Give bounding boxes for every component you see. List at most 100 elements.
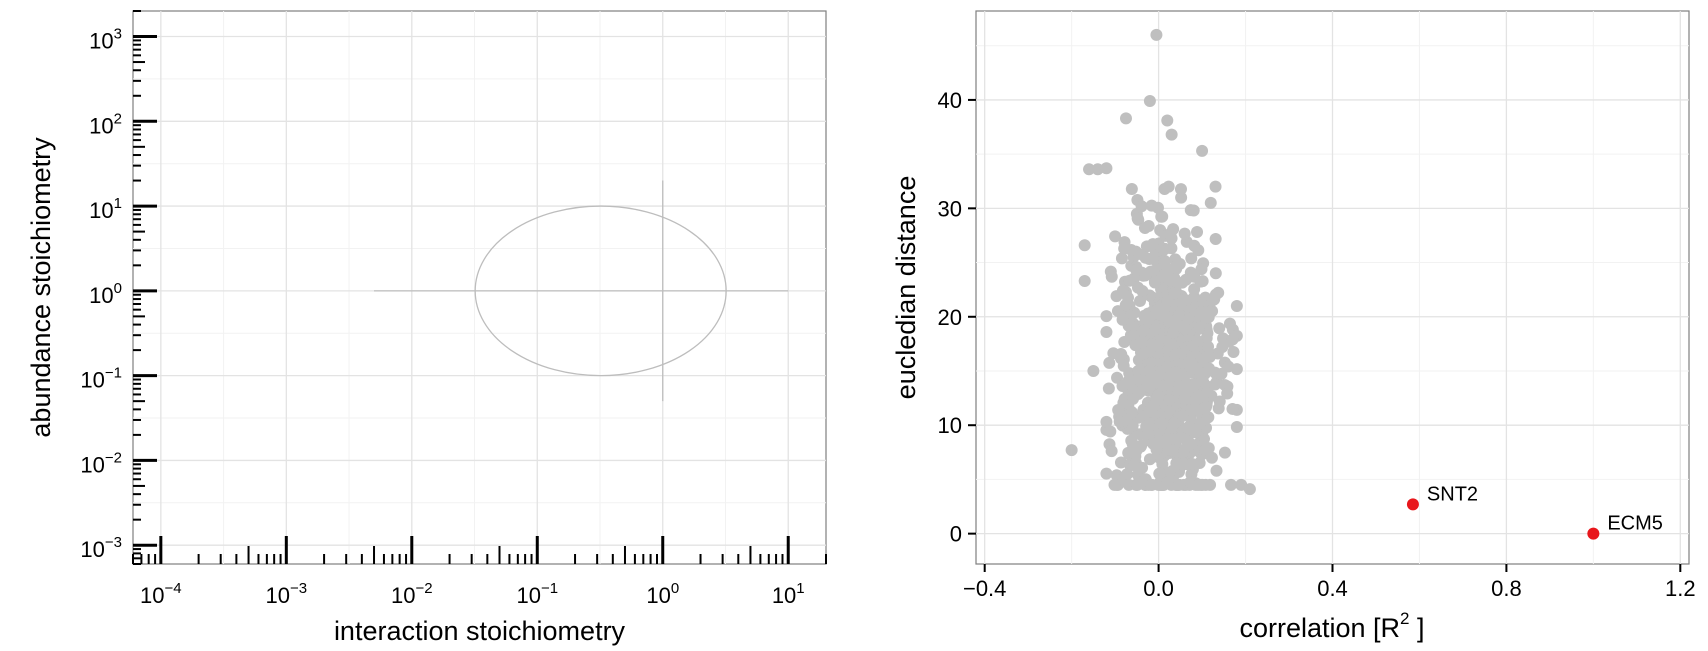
right-x-axis-label-end: ] [1410, 613, 1425, 643]
tick-label-base: 10 [89, 29, 113, 54]
right-data-point [1187, 204, 1200, 217]
right-data-point [1162, 180, 1175, 193]
right-data-point [1190, 362, 1203, 375]
right-data-point [1185, 457, 1198, 470]
tick-label-exponent: 1 [796, 580, 804, 597]
right-data-point [1131, 478, 1144, 491]
right-data-point [1136, 461, 1149, 474]
right-data-point [1126, 419, 1139, 432]
right-data-point [1083, 163, 1096, 176]
right-x-tick-labels: −0.4 0.0 0.4 0.8 1.2 [963, 564, 1696, 601]
left-gridlines [133, 11, 826, 564]
left-y-tick-label: 103 [89, 26, 122, 54]
tick-label-base: 10 [646, 583, 670, 608]
right-point-label: ECM5 [1607, 513, 1663, 535]
tick-label-base: 10 [140, 583, 164, 608]
left-plot-area [132, 10, 827, 565]
tick-label-base: 10 [89, 198, 113, 223]
tick-label-exponent: −1 [105, 365, 122, 382]
right-data-point [1209, 233, 1222, 246]
right-data-point [1161, 476, 1174, 489]
right-data-point [1226, 333, 1239, 346]
right-data-point [1121, 468, 1134, 481]
right-data-point [1235, 478, 1248, 491]
right-data-point [1193, 321, 1206, 334]
left-ellipse [474, 205, 727, 377]
right-data-point [1187, 268, 1200, 281]
right-x-tick-label: 1.2 [1665, 576, 1696, 601]
right-data-point [1152, 389, 1165, 402]
right-data-point [1225, 478, 1238, 491]
tick-label-exponent: 0 [671, 580, 679, 597]
right-data-point [1168, 287, 1181, 300]
right-data-point [1217, 332, 1230, 345]
right-data-point [1100, 310, 1113, 323]
right-data-point [1181, 385, 1194, 398]
right-data-point [1156, 210, 1169, 223]
right-highlighted-point [1406, 498, 1419, 511]
left-chart-stoichiometry: 10−4 10−3 10−2 10−1 100 101 10310210110010−11… [26, 10, 827, 646]
right-data-point [1174, 183, 1187, 196]
right-data-point [1129, 339, 1142, 352]
right-data-point [1146, 400, 1159, 413]
right-data-point [1105, 445, 1118, 458]
left-x-tick-labels: 10−4 10−3 10−2 10−1 100 101 [140, 580, 805, 608]
right-y-tick-label: 0 [950, 522, 962, 547]
right-data-point [1205, 451, 1218, 464]
right-data-point [1125, 182, 1138, 195]
tick-label-exponent: −4 [165, 580, 182, 597]
right-data-point [1222, 360, 1235, 373]
right-data-point [1179, 293, 1192, 306]
right-data-point [1178, 227, 1191, 240]
left-x-tick-label: 10−4 [140, 580, 182, 608]
left-x-axis-label: interaction stoichiometry [334, 616, 626, 646]
right-data-point [1174, 365, 1187, 378]
right-data-point [1091, 163, 1104, 176]
right-data-point [1209, 378, 1222, 391]
right-data-point [1196, 144, 1209, 157]
right-data-point [1153, 467, 1166, 480]
right-data-point [1227, 346, 1240, 359]
right-data-point [1107, 347, 1120, 360]
right-data-point [1115, 252, 1128, 265]
right-data-point [1230, 299, 1243, 312]
right-data-point [1087, 364, 1100, 377]
right-data-point [1151, 304, 1164, 317]
right-data-point [1142, 219, 1155, 232]
right-data-point [1188, 283, 1201, 296]
right-data-point [1185, 252, 1198, 265]
right-data-point [1195, 308, 1208, 321]
right-data-point [1164, 369, 1177, 382]
left-rug-marks [132, 10, 827, 565]
right-data-point [1202, 340, 1215, 353]
right-data-point [1118, 236, 1131, 249]
right-y-tick-labels: 0 10 20 30 40 [938, 88, 976, 547]
right-x-tick-label: −0.4 [963, 576, 1006, 601]
tick-label-base: 10 [89, 283, 113, 308]
right-data-point [1202, 362, 1215, 375]
right-data-point [1150, 28, 1163, 41]
right-data-point [1125, 434, 1138, 447]
tick-label-exponent: −2 [415, 580, 432, 597]
right-data-point [1130, 445, 1143, 458]
right-data-point [1119, 298, 1132, 311]
right-highlighted-point [1587, 527, 1600, 540]
left-x-tick-label: 101 [772, 580, 805, 608]
right-data-point [1210, 464, 1223, 477]
left-y-tick-label: 101 [89, 195, 122, 223]
left-y-tick-label: 102 [89, 110, 122, 138]
right-data-point [1137, 324, 1150, 337]
right-data-point [1166, 444, 1179, 457]
right-x-tick-label: 0.4 [1317, 576, 1348, 601]
right-data-point [1165, 242, 1178, 255]
right-data-point [1100, 162, 1113, 175]
right-data-point [1145, 478, 1158, 491]
right-data-point [1194, 417, 1207, 430]
right-data-point [1133, 386, 1146, 399]
right-data-point [1191, 225, 1204, 238]
right-data-point [1140, 420, 1153, 433]
right-data-point [1143, 94, 1156, 107]
tick-label-exponent: −3 [290, 580, 307, 597]
